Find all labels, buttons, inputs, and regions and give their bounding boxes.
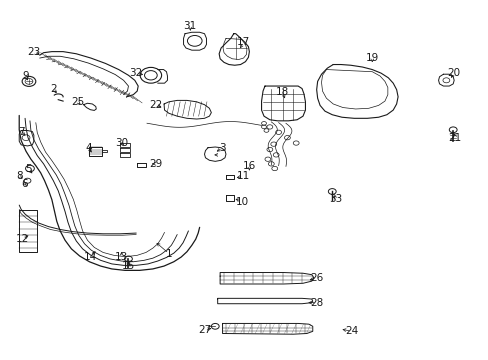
Text: 30: 30 [115,139,128,148]
Text: 12: 12 [16,234,29,244]
Text: 5: 5 [25,164,32,174]
Text: 29: 29 [149,159,162,169]
Text: 31: 31 [183,21,196,31]
Text: 20: 20 [447,68,460,78]
Text: 24: 24 [345,326,358,336]
Text: 23: 23 [27,46,41,57]
Text: 15: 15 [122,261,135,271]
Text: 11: 11 [236,171,250,181]
Text: 17: 17 [236,37,250,47]
Text: 3: 3 [219,143,225,153]
Text: 19: 19 [365,53,378,63]
Text: 10: 10 [235,197,248,207]
Text: 26: 26 [309,273,323,283]
Text: 25: 25 [71,97,84,107]
Text: 6: 6 [21,179,27,189]
Text: 28: 28 [309,298,323,308]
Text: 18: 18 [275,87,288,97]
Text: 1: 1 [165,248,172,258]
Text: 14: 14 [84,252,97,262]
Text: 2: 2 [50,84,57,94]
Text: 8: 8 [16,171,22,181]
Text: 27: 27 [198,325,211,335]
Text: 33: 33 [329,194,342,204]
Text: 13: 13 [115,252,128,262]
Text: 22: 22 [149,100,162,110]
Text: 21: 21 [447,133,461,143]
Text: 9: 9 [22,71,29,81]
Text: 32: 32 [129,68,142,78]
Text: 4: 4 [85,143,92,153]
Text: 16: 16 [242,161,256,171]
Text: 7: 7 [18,127,24,136]
